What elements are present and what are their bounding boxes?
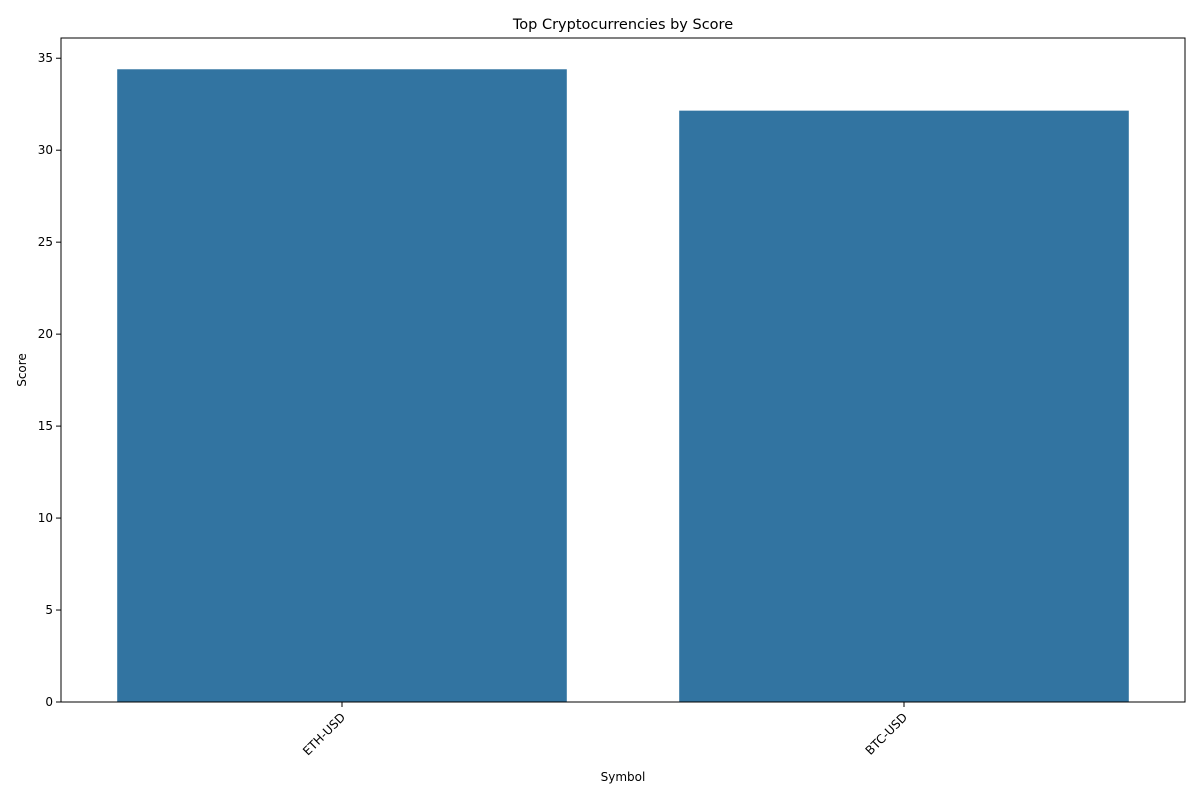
axes-spines xyxy=(60,37,1186,703)
y-axis-label: Score xyxy=(15,353,29,387)
x-axis-label: Symbol xyxy=(601,770,646,784)
bar-eth-usd xyxy=(117,69,567,702)
chart-title: Top Cryptocurrencies by Score xyxy=(512,17,733,33)
y-tick-label: 30 xyxy=(38,143,53,157)
bars-group xyxy=(117,69,1129,702)
y-tick-label: 25 xyxy=(38,235,53,249)
bar-btc-usd xyxy=(679,110,1129,702)
y-tick-label: 0 xyxy=(45,695,53,709)
y-tick-label: 15 xyxy=(38,419,53,433)
y-tick-label: 35 xyxy=(38,51,53,65)
y-axis: 0 5 10 15 20 25 30 35 xyxy=(38,51,61,709)
y-tick-label: 20 xyxy=(38,327,53,341)
axes-frame xyxy=(60,37,1186,703)
y-tick-label: 5 xyxy=(45,603,53,617)
y-tick-label: 10 xyxy=(38,511,53,525)
